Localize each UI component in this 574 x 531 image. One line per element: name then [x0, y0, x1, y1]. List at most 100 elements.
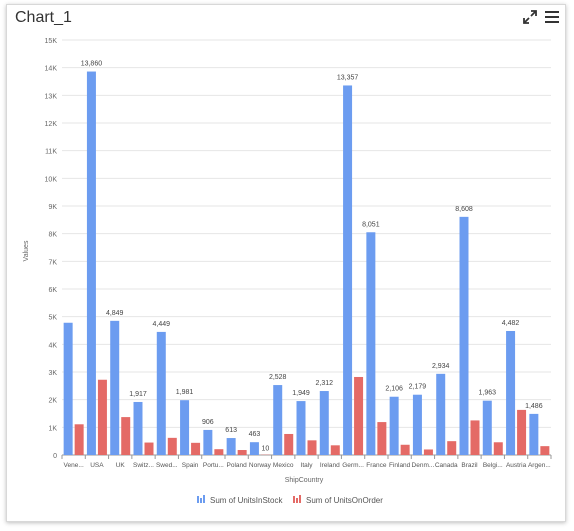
data-label: 4,482: [502, 320, 520, 327]
y-axis: 0 1K 2K 3K 4K 5K 6K 7K 8K 9K 10K 11K 12K 13K 14K 15K: [45, 38, 58, 460]
bar-units-on-order[interactable]: [307, 440, 317, 455]
bar-units-in-stock[interactable]: [459, 216, 469, 455]
legend-swatch-units-in-stock: [197, 496, 199, 503]
bar-units-in-stock[interactable]: [156, 331, 166, 455]
x-axis: Vene... USA UK Switz... Swed... Spain Portu...…: [61, 455, 552, 469]
data-label: 2,312: [316, 380, 334, 387]
bar-units-on-order[interactable]: [214, 449, 224, 455]
bar-units-in-stock[interactable]: [482, 400, 492, 455]
bar-units-on-order[interactable]: [447, 441, 457, 455]
bar-units-in-stock[interactable]: [319, 391, 329, 455]
y-tick-label: 5K: [48, 315, 57, 322]
bar-units-on-order[interactable]: [237, 450, 247, 455]
legend-item-units-on-order[interactable]: Sum of UnitsOnOrder: [293, 495, 383, 505]
data-label: 463: [249, 431, 261, 438]
data-label: 2,528: [269, 374, 287, 381]
y-tick-label: 7K: [48, 259, 57, 266]
legend-item-units-in-stock[interactable]: Sum of UnitsInStock: [197, 495, 283, 505]
legend-label-units-on-order: Sum of UnitsOnOrder: [306, 496, 383, 505]
y-tick-label: 11K: [45, 149, 57, 156]
expand-icon[interactable]: [521, 8, 539, 26]
y-tick-label: 10K: [45, 176, 58, 183]
bar-units-on-order[interactable]: [377, 422, 387, 455]
x-tick-label: Finland: [389, 462, 411, 469]
data-label: 906: [202, 419, 214, 426]
x-tick-label: USA: [90, 462, 104, 469]
bar-units-in-stock[interactable]: [436, 373, 446, 455]
bar-units-in-stock[interactable]: [412, 394, 422, 455]
x-tick-label: Mexico: [273, 462, 294, 469]
data-label: 1,486: [525, 403, 543, 410]
x-tick-label: Canada: [435, 462, 458, 469]
bar-units-on-order[interactable]: [470, 420, 480, 455]
bar-units-in-stock[interactable]: [226, 438, 236, 455]
bar-units-on-order[interactable]: [284, 433, 294, 455]
x-tick-label: Belgi...: [483, 462, 503, 469]
data-label: 2,934: [432, 363, 450, 370]
bar-units-in-stock[interactable]: [529, 413, 539, 455]
x-tick-label: UK: [116, 462, 126, 469]
bar-units-on-order[interactable]: [330, 445, 340, 455]
y-tick-label: 1K: [48, 425, 57, 432]
grid-lines: [62, 39, 551, 456]
data-label: 1,917: [129, 391, 147, 398]
data-label: 1,963: [479, 390, 497, 397]
y-axis-title: Values: [23, 240, 30, 261]
x-tick-label: Portu...: [203, 462, 224, 469]
x-tick-label: Denm...: [412, 462, 435, 469]
y-tick-label: 13K: [45, 93, 58, 100]
bar-units-on-order[interactable]: [517, 409, 527, 455]
y-tick-label: 2K: [48, 398, 57, 405]
y-tick-label: 3K: [48, 370, 57, 377]
x-tick-label: Norway: [249, 462, 272, 469]
data-label: 1,981: [176, 389, 194, 396]
data-label: 2,106: [385, 386, 403, 393]
bar-units-in-stock[interactable]: [133, 401, 143, 455]
data-label: 13,357: [337, 74, 359, 81]
x-tick-label: Vene...: [64, 462, 84, 469]
y-tick-label: 6K: [48, 287, 57, 294]
bar-units-in-stock[interactable]: [180, 400, 190, 455]
hamburger-menu-icon[interactable]: [543, 8, 561, 26]
y-tick-label: 4K: [48, 342, 57, 349]
x-tick-label: Italy: [301, 462, 314, 469]
x-tick-label: Spain: [182, 462, 199, 469]
data-label: 10: [262, 446, 270, 453]
bar-units-in-stock[interactable]: [389, 396, 399, 455]
bar-units-in-stock[interactable]: [63, 322, 73, 455]
bar-units-in-stock[interactable]: [506, 330, 516, 455]
bar-units-on-order[interactable]: [144, 442, 154, 455]
bar-chart: 0 1K 2K 3K 4K 5K 6K 7K 8K 9K 10K 11K 12K 13K 14K 15K 13…: [23, 38, 552, 505]
bar-units-on-order[interactable]: [400, 444, 410, 455]
data-label: 8,051: [362, 221, 380, 228]
bar-units-in-stock[interactable]: [366, 232, 376, 455]
x-tick-label: Swed...: [156, 462, 178, 469]
bar-units-in-stock[interactable]: [203, 429, 213, 455]
bar-units-on-order[interactable]: [121, 417, 131, 455]
x-tick-label: Austria: [506, 462, 527, 469]
x-tick-label: Ireland: [320, 462, 340, 469]
x-tick-label: Germ...: [342, 462, 364, 469]
x-tick-label: Brazil: [461, 462, 478, 469]
y-tick-label: 0: [53, 453, 57, 460]
bar-units-on-order[interactable]: [354, 376, 364, 455]
bar-units-in-stock[interactable]: [86, 71, 96, 455]
bar-units-in-stock[interactable]: [343, 85, 353, 456]
bar-units-in-stock[interactable]: [249, 442, 259, 455]
bar-units-on-order[interactable]: [97, 379, 107, 455]
y-tick-label: 15K: [45, 38, 58, 45]
x-tick-label: Argen...: [528, 462, 551, 469]
bar-units-in-stock[interactable]: [296, 401, 306, 455]
bar-units-in-stock[interactable]: [110, 320, 120, 455]
bar-units-on-order[interactable]: [493, 442, 503, 455]
bar-units-on-order[interactable]: [191, 442, 201, 455]
bar-units-on-order[interactable]: [540, 446, 550, 455]
x-tick-label: Switz...: [133, 462, 154, 469]
data-label: 4,849: [106, 310, 124, 317]
data-labels: 13,860 4,849 1,917 4,449 1,981 906 613 463 10 2,5…: [81, 61, 543, 453]
x-tick-label: France: [366, 462, 387, 469]
bar-units-on-order[interactable]: [167, 437, 177, 455]
bar-units-on-order[interactable]: [74, 424, 84, 455]
bar-units-in-stock[interactable]: [273, 385, 283, 455]
bar-units-on-order[interactable]: [423, 449, 433, 455]
